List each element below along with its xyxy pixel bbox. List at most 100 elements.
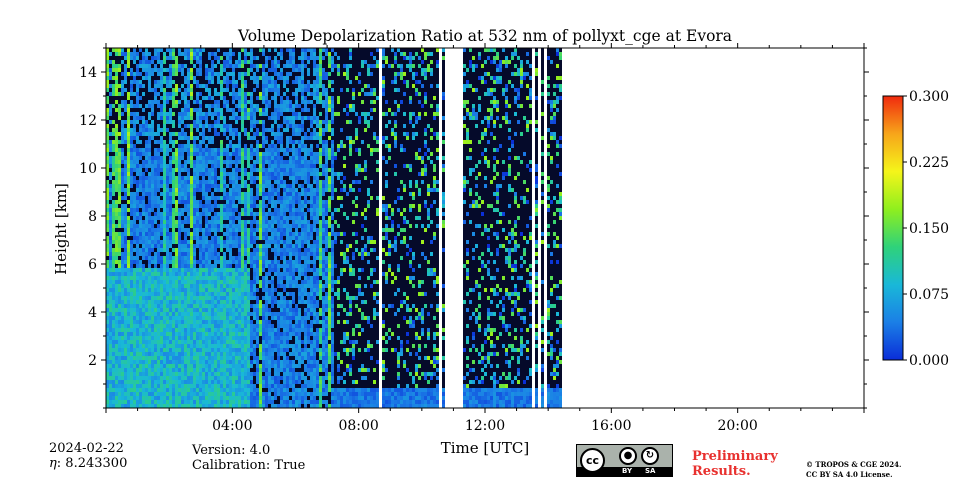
heatmap-cell bbox=[157, 68, 160, 72]
heatmap-cell bbox=[223, 72, 226, 76]
heatmap-cell bbox=[115, 320, 118, 324]
heatmap-cell bbox=[157, 208, 160, 212]
heatmap-cell bbox=[130, 280, 133, 284]
heatmap-cell bbox=[193, 220, 196, 224]
heatmap-cell bbox=[223, 124, 226, 128]
heatmap-cell bbox=[160, 112, 163, 116]
heatmap-cell bbox=[223, 240, 226, 244]
heatmap-cell bbox=[190, 364, 193, 368]
heatmap-cell bbox=[229, 356, 232, 360]
heatmap-cell bbox=[139, 404, 142, 408]
heatmap-cell bbox=[217, 268, 220, 272]
heatmap-cell bbox=[202, 124, 205, 128]
heatmap-cell bbox=[220, 344, 223, 348]
heatmap-cell bbox=[130, 328, 133, 332]
heatmap-cell bbox=[160, 300, 163, 304]
heatmap-cell bbox=[124, 328, 127, 332]
heatmap-cell bbox=[226, 316, 229, 320]
heatmap-cell bbox=[238, 160, 241, 164]
heatmap-cell bbox=[202, 252, 205, 256]
heatmap-cell bbox=[244, 324, 247, 328]
heatmap-cell bbox=[253, 340, 256, 344]
heatmap-cell bbox=[175, 276, 178, 280]
heatmap-cell bbox=[268, 192, 271, 196]
heatmap-cell bbox=[133, 392, 136, 396]
heatmap-cell bbox=[172, 360, 175, 364]
heatmap-cell bbox=[148, 228, 151, 232]
heatmap-cell bbox=[106, 376, 109, 380]
heatmap-cell bbox=[223, 336, 226, 340]
heatmap-cell bbox=[208, 124, 211, 128]
heatmap-cell bbox=[184, 180, 187, 184]
heatmap-cell bbox=[175, 92, 178, 96]
heatmap-cell bbox=[220, 280, 223, 284]
heatmap-cell bbox=[160, 276, 163, 280]
heatmap-cell bbox=[205, 128, 208, 132]
heatmap-cell bbox=[106, 272, 109, 276]
heatmap-cell bbox=[193, 128, 196, 132]
heatmap-cell bbox=[256, 192, 259, 196]
heatmap-cell bbox=[205, 212, 208, 216]
heatmap-cell bbox=[139, 296, 142, 300]
heatmap-cell bbox=[181, 108, 184, 112]
heatmap-cell bbox=[268, 252, 271, 256]
heatmap-cell bbox=[223, 200, 226, 204]
heatmap-cell bbox=[226, 400, 229, 404]
heatmap-cell bbox=[181, 120, 184, 124]
heatmap-cell bbox=[169, 400, 172, 404]
heatmap-cell bbox=[145, 384, 148, 388]
heatmap-cell bbox=[271, 100, 274, 104]
heatmap-cell bbox=[118, 204, 121, 208]
heatmap-cell bbox=[241, 96, 244, 100]
heatmap-cell bbox=[121, 156, 124, 160]
heatmap-cell bbox=[193, 260, 196, 264]
heatmap-cell bbox=[112, 320, 115, 324]
heatmap-cell bbox=[172, 248, 175, 252]
heatmap-cell bbox=[160, 260, 163, 264]
heatmap-cell bbox=[214, 316, 217, 320]
heatmap-cell bbox=[199, 248, 202, 252]
heatmap-cell bbox=[202, 156, 205, 160]
heatmap-cell bbox=[157, 356, 160, 360]
heatmap-cell bbox=[106, 324, 109, 328]
heatmap-cell bbox=[268, 376, 271, 380]
heatmap-cell bbox=[181, 288, 184, 292]
heatmap-cell bbox=[190, 252, 193, 256]
heatmap-cell bbox=[205, 140, 208, 144]
heatmap-cell bbox=[226, 52, 229, 56]
heatmap-cell bbox=[130, 188, 133, 192]
heatmap-cell bbox=[118, 268, 121, 272]
heatmap-cell bbox=[262, 340, 265, 344]
heatmap-cell bbox=[187, 48, 190, 52]
heatmap-cell bbox=[142, 292, 145, 296]
heatmap-cell bbox=[178, 60, 181, 64]
heatmap-cell bbox=[244, 320, 247, 324]
heatmap-cell bbox=[223, 392, 226, 396]
heatmap-cell bbox=[265, 100, 268, 104]
heatmap-cell bbox=[271, 212, 274, 216]
heatmap-cell bbox=[196, 144, 199, 148]
heatmap-cell bbox=[232, 204, 235, 208]
heatmap-cell bbox=[190, 240, 193, 244]
heatmap-cell bbox=[208, 216, 211, 220]
heatmap-cell bbox=[112, 316, 115, 320]
heatmap-cell bbox=[166, 348, 169, 352]
heatmap-cell bbox=[112, 208, 115, 212]
heatmap-cell bbox=[256, 360, 259, 364]
heatmap-cell bbox=[241, 260, 244, 264]
heatmap-cell bbox=[268, 124, 271, 128]
heatmap-cell bbox=[124, 300, 127, 304]
heatmap-cell bbox=[151, 248, 154, 252]
heatmap-cell bbox=[187, 64, 190, 68]
heatmap-cell bbox=[268, 152, 271, 156]
heatmap-cell bbox=[208, 100, 211, 104]
heatmap-cell bbox=[142, 368, 145, 372]
heatmap-cell bbox=[202, 116, 205, 120]
heatmap-cell bbox=[208, 256, 211, 260]
heatmap-cell bbox=[202, 224, 205, 228]
heatmap-cell bbox=[184, 296, 187, 300]
heatmap-cell bbox=[166, 320, 169, 324]
heatmap-cell bbox=[145, 108, 148, 112]
heatmap-cell bbox=[193, 308, 196, 312]
heatmap-cell bbox=[127, 60, 130, 64]
